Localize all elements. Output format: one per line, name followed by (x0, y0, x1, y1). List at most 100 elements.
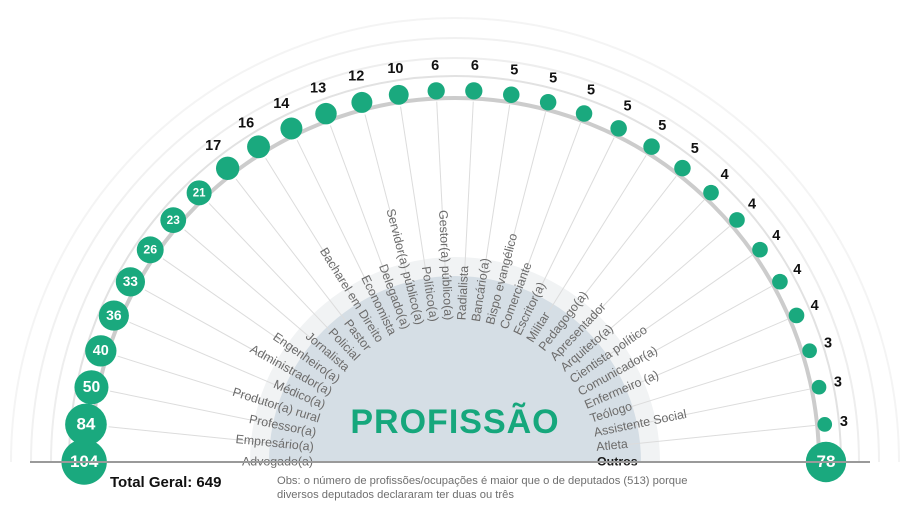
center-dome (250, 257, 660, 462)
value-bubble[interactable] (729, 212, 745, 228)
leader-line (517, 137, 615, 335)
bubble-value-outside: 3 (824, 336, 832, 352)
bubble-value-outside: 3 (840, 414, 848, 430)
leader-line (552, 199, 705, 360)
value-bubble[interactable] (503, 86, 520, 103)
leader-line (265, 157, 381, 342)
leader-line (117, 355, 320, 420)
arc-ring (10, 17, 900, 463)
bubble-value-outside: 5 (587, 83, 595, 99)
leader-lines (108, 101, 816, 463)
value-bubble[interactable] (539, 94, 557, 111)
value-bubble[interactable] (388, 84, 409, 105)
leader-line (490, 112, 547, 325)
bubble-value-outside: 5 (510, 63, 518, 79)
leader-line (235, 178, 369, 351)
bubble-value-outside: 4 (811, 298, 819, 314)
value-bubble[interactable] (186, 180, 212, 206)
bubble-value-outside: 4 (721, 167, 729, 183)
leader-line (590, 353, 801, 420)
value-bubble[interactable] (674, 159, 691, 177)
value-bubble[interactable] (465, 82, 483, 100)
leader-line (585, 318, 788, 407)
value-bubble[interactable] (575, 105, 593, 122)
baseline-rule (30, 461, 870, 463)
leader-line (476, 104, 511, 322)
bubble-value-outside: 10 (387, 61, 403, 77)
arc-ring (50, 57, 860, 463)
value-bubble[interactable] (215, 156, 240, 180)
category-label: Atleta (595, 437, 628, 454)
total-label: Total Geral: 649 (110, 474, 222, 491)
dome-inner-fill (269, 276, 641, 462)
value-bubble[interactable] (703, 184, 719, 201)
bubble-value-outside: 4 (793, 262, 801, 278)
leader-line (596, 424, 816, 449)
leader-line (571, 254, 753, 382)
value-bubble[interactable] (160, 207, 187, 234)
bubble-value-inside: 21 (193, 187, 206, 199)
value-bubble[interactable] (427, 82, 445, 100)
value-bubble[interactable] (280, 117, 303, 140)
category-labels: Advogado(a)Empresário(a)Professor(a)Prod… (231, 207, 688, 468)
arc-ring (68, 75, 842, 463)
value-bubble[interactable] (772, 273, 788, 290)
bubble-value-inside: 26 (143, 243, 157, 257)
bubble-value-inside: 84 (76, 414, 95, 433)
leader-line (400, 106, 434, 322)
bubble-value-inside: 50 (83, 379, 101, 396)
leader-line (503, 122, 581, 330)
value-bubble[interactable] (351, 91, 373, 113)
value-bubble[interactable] (136, 236, 164, 264)
value-bubble[interactable] (788, 307, 805, 324)
leader-line (162, 258, 339, 382)
value-bubble[interactable] (802, 343, 817, 359)
value-bubble[interactable] (315, 102, 337, 125)
value-bubble[interactable] (247, 135, 270, 159)
value-bubble[interactable] (65, 403, 107, 446)
leader-line (436, 101, 449, 321)
bubble-value-outside: 5 (624, 98, 632, 114)
leader-line (364, 114, 420, 325)
bubble-value-outside: 6 (471, 58, 479, 74)
bubble-value-outside: 5 (549, 71, 557, 87)
category-label: Radialista (454, 265, 471, 320)
leader-line (529, 155, 647, 342)
leader-line (593, 388, 810, 434)
bubble-value-inside: 33 (123, 274, 138, 289)
leader-line (144, 289, 332, 394)
bubble-value-outside: 6 (431, 58, 439, 74)
category-label: Gestor(a) público(a) (436, 210, 456, 321)
value-bubble[interactable] (74, 370, 109, 405)
bubble-value-outside: 5 (691, 141, 699, 157)
bubble-value-outside: 4 (772, 228, 780, 244)
leader-line (109, 390, 317, 434)
value-bubble[interactable] (115, 267, 146, 297)
bubble-value-outside: 4 (748, 196, 756, 212)
center-title: PROFISSÃO (350, 403, 559, 441)
leader-line (108, 426, 314, 449)
value-bubble[interactable] (85, 335, 117, 367)
bubble-value-outside: 5 (658, 118, 666, 134)
leader-line (296, 139, 393, 335)
value-bubble[interactable] (610, 120, 627, 137)
value-bubble[interactable] (643, 138, 660, 155)
leader-line (208, 203, 358, 360)
bubble-value-outside: 12 (348, 69, 364, 85)
value-bubble[interactable] (811, 379, 827, 395)
leader-line (129, 321, 325, 407)
leader-line (329, 125, 407, 330)
value-bubble[interactable] (752, 241, 768, 258)
leader-line (461, 101, 474, 321)
value-bubble[interactable] (98, 300, 129, 331)
bubble-value-inside: 23 (167, 213, 181, 227)
bubble-value-outside: 14 (273, 96, 289, 112)
footnote-note: Obs: o número de profissões/ocupações é … (277, 475, 688, 501)
value-bubble[interactable] (817, 417, 833, 432)
arc-ring (30, 37, 880, 463)
leader-line (184, 229, 348, 370)
bubble-value-outside: 3 (834, 374, 842, 390)
